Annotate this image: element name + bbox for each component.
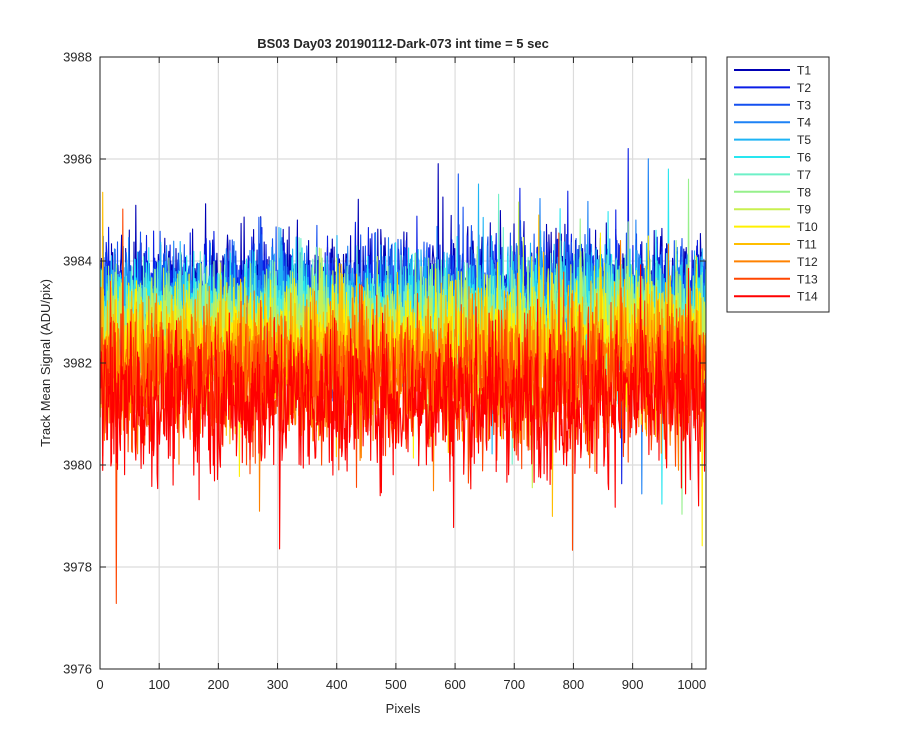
x-tick-label: 400 — [326, 677, 348, 692]
y-tick-labels: 3976 3978 3980 3982 3984 3986 3988 — [63, 50, 92, 677]
legend-label: T13 — [797, 272, 818, 286]
y-tick-label: 3982 — [63, 356, 92, 371]
legend-label: T7 — [797, 168, 811, 182]
y-axis-label: Track Mean Signal (ADU/pix) — [38, 279, 53, 447]
x-tick-label: 500 — [385, 677, 407, 692]
chart-title: BS03 Day03 20190112-Dark-073 int time = … — [257, 36, 549, 51]
axis-ticks — [99, 56, 706, 670]
legend-box — [726, 56, 830, 313]
legend-label: T1 — [797, 64, 811, 78]
series-layer — [100, 148, 706, 605]
y-tick-label: 3988 — [63, 50, 92, 65]
y-tick-label: 3980 — [63, 458, 92, 473]
legend-label: T10 — [797, 220, 818, 234]
legend-label: T2 — [797, 81, 811, 95]
x-tick-label: 300 — [267, 677, 289, 692]
x-tick-label: 600 — [444, 677, 466, 692]
y-tick-label: 3986 — [63, 152, 92, 167]
legend-label: T11 — [797, 238, 817, 252]
y-tick-label: 3976 — [63, 662, 92, 677]
x-tick-label: 700 — [503, 677, 525, 692]
legend-label: T3 — [797, 98, 811, 112]
legend-label: T9 — [797, 203, 811, 217]
legend-label: T8 — [797, 185, 811, 199]
legend: T1 T2 T3 T4 T5 T6 T7 T8 T9 T10 T11 T12 T13 T14 — [726, 56, 830, 313]
y-tick-label: 3978 — [63, 560, 92, 575]
legend-label: T6 — [797, 151, 811, 165]
legend-label: T5 — [797, 133, 811, 147]
x-tick-labels: 0 100 200 300 400 500 600 700 800 900 1000 — [96, 677, 706, 692]
x-tick-label: 200 — [208, 677, 230, 692]
legend-label: T12 — [797, 255, 818, 269]
series-line-t14 — [100, 264, 706, 550]
x-tick-label: 100 — [148, 677, 170, 692]
x-tick-label: 1000 — [677, 677, 706, 692]
legend-label: T14 — [797, 290, 818, 304]
x-axis-label: Pixels — [386, 701, 421, 716]
x-tick-label: 900 — [622, 677, 644, 692]
y-tick-label: 3984 — [63, 254, 92, 269]
x-tick-label: 800 — [563, 677, 585, 692]
legend-label: T4 — [797, 116, 811, 130]
x-tick-label: 0 — [96, 677, 103, 692]
